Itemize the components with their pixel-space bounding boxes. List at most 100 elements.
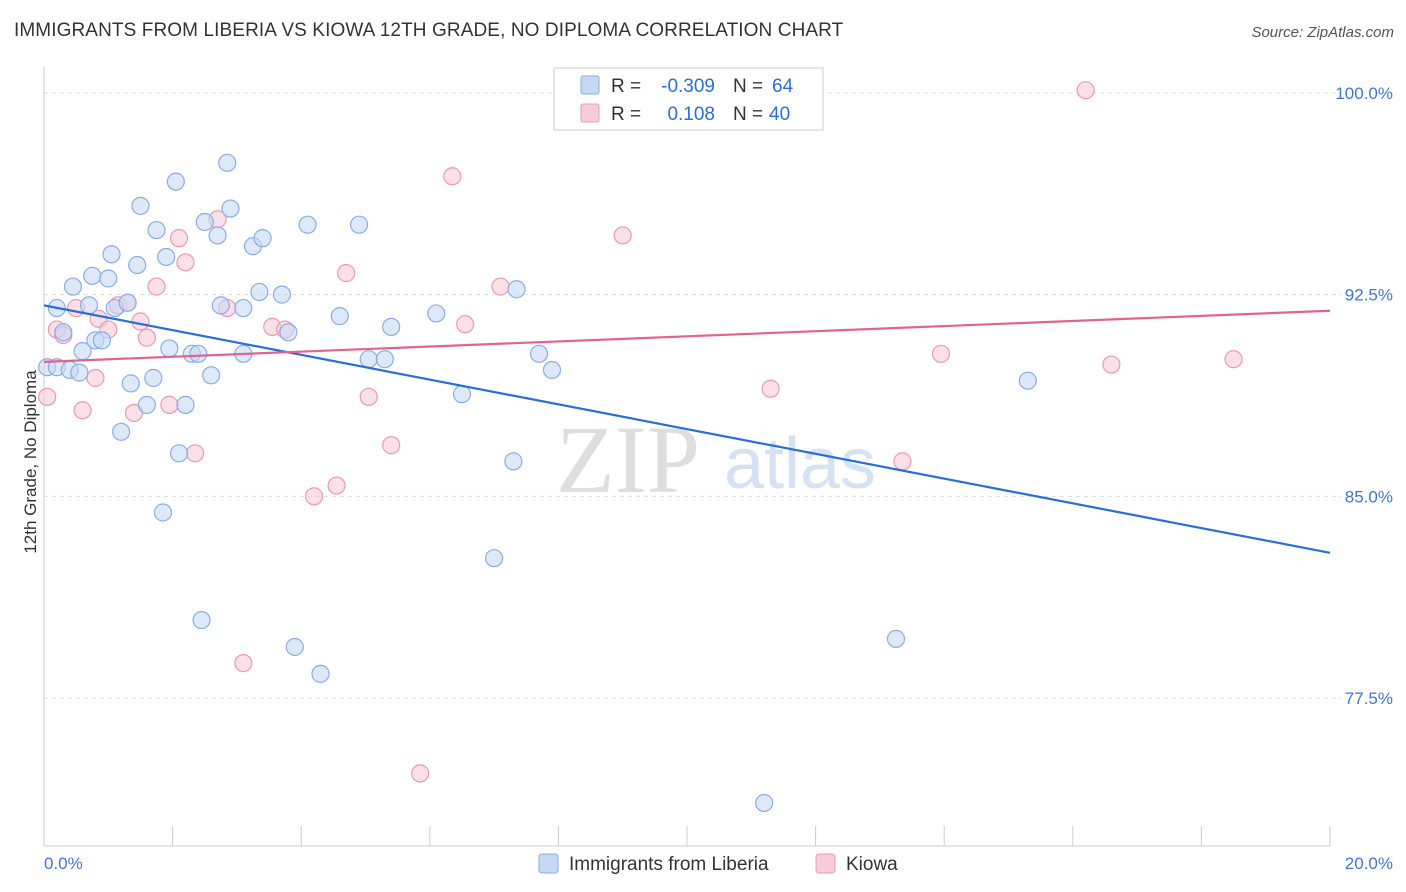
point-kiowa-20 [234, 654, 253, 673]
stats-swatch-blue [580, 75, 600, 95]
point-liberia-28 [176, 395, 195, 414]
point-kiowa-31 [491, 277, 510, 296]
point-liberia-32 [195, 212, 214, 232]
point-kiowa-5 [86, 368, 105, 388]
point-liberia-36 [218, 153, 237, 172]
point-liberia-13 [102, 245, 121, 264]
point-liberia-42 [253, 229, 272, 248]
point-liberia-39 [234, 298, 253, 318]
stats-r-value-2: 0.108 [667, 104, 715, 125]
point-liberia-16 [118, 293, 137, 312]
stats-r-label-2: R = [611, 104, 641, 125]
point-liberia-58 [530, 344, 549, 363]
legend-swatch-liberia [538, 853, 559, 874]
point-kiowa-30 [456, 315, 475, 334]
y-tick-label-0: 77.5% [1345, 689, 1393, 708]
source-label: Source: ZipAtlas.com [1251, 24, 1394, 41]
series-liberia-points [38, 73, 1037, 813]
tick-labels: 77.5% 85.0% 92.5% 100.0% 0.0% 20.0% [44, 84, 1393, 873]
y-tick-label-3: 100.0% [1335, 84, 1393, 103]
point-liberia-59 [542, 360, 562, 380]
point-liberia-18 [128, 255, 147, 275]
x-tick-label-0: 0.0% [44, 854, 83, 873]
legend-swatch-kiowa [815, 853, 836, 874]
point-liberia-19 [131, 196, 150, 215]
point-kiowa-37 [1076, 81, 1095, 100]
point-liberia-27 [169, 444, 189, 463]
point-kiowa-13 [147, 277, 166, 296]
point-liberia-50 [359, 350, 378, 369]
point-kiowa-39 [1224, 350, 1243, 369]
point-liberia-17 [121, 374, 140, 393]
point-liberia-20 [137, 395, 156, 414]
watermark: ZIP atlas [556, 406, 876, 513]
stats-n-value-1: 64 [772, 76, 794, 97]
point-kiowa-29 [443, 167, 462, 186]
point-liberia-25 [160, 339, 179, 358]
legend: Immigrants from Liberia Kiowa [538, 853, 898, 875]
point-liberia-11 [92, 331, 111, 350]
point-liberia-22 [147, 220, 166, 240]
point-liberia-9 [83, 266, 102, 285]
watermark-zip: ZIP [556, 406, 700, 513]
point-liberia-5 [63, 277, 83, 296]
point-liberia-43 [272, 285, 292, 304]
point-liberia-51 [375, 350, 394, 369]
point-liberia-47 [311, 664, 330, 683]
regression-line-liberia [43, 304, 1331, 554]
axes [43, 66, 1331, 847]
point-liberia-12 [99, 269, 118, 288]
point-liberia-56 [504, 452, 523, 471]
point-kiowa-28 [411, 764, 430, 783]
point-kiowa-24 [327, 476, 346, 495]
stats-r-value-1: -0.309 [661, 76, 715, 97]
point-kiowa-26 [359, 387, 378, 406]
point-kiowa-23 [304, 487, 324, 506]
point-liberia-49 [349, 215, 369, 234]
point-kiowa-10 [124, 403, 144, 423]
point-liberia-3 [54, 323, 73, 342]
point-liberia-15 [112, 422, 131, 441]
legend-label-liberia: Immigrants from Liberia [569, 854, 769, 875]
grid-lines [44, 92, 1342, 699]
point-liberia-53 [427, 304, 446, 323]
point-liberia-8 [79, 296, 99, 315]
stats-n-label-2: N = [733, 104, 763, 125]
point-liberia-57 [507, 280, 526, 299]
point-kiowa-34 [761, 379, 780, 398]
point-liberia-63 [1018, 371, 1037, 390]
regression-lines [43, 304, 1331, 554]
point-liberia-21 [144, 368, 163, 388]
point-liberia-62 [886, 629, 906, 648]
stats-r-label-1: R = [611, 76, 641, 97]
point-liberia-48 [330, 307, 349, 326]
point-kiowa-36 [931, 344, 951, 363]
point-kiowa-11 [131, 312, 150, 331]
point-liberia-26 [166, 172, 185, 191]
point-liberia-61 [755, 793, 774, 813]
point-liberia-34 [208, 226, 227, 245]
point-liberia-44 [279, 323, 298, 342]
point-liberia-52 [382, 317, 401, 336]
point-liberia-23 [153, 503, 173, 522]
y-tick-label-1: 85.0% [1345, 487, 1393, 506]
point-liberia-24 [157, 247, 176, 267]
stats-n-value-2: 40 [769, 104, 790, 125]
point-liberia-37 [221, 199, 240, 218]
point-kiowa-12 [137, 328, 156, 347]
x-tick-label-1: 20.0% [1345, 854, 1393, 873]
stats-n-label-1: N = [733, 76, 763, 97]
stats-swatch-pink [580, 103, 600, 123]
watermark-atlas: atlas [724, 424, 876, 504]
point-kiowa-25 [337, 264, 356, 283]
point-liberia-54 [452, 385, 472, 404]
point-liberia-55 [485, 549, 504, 568]
point-kiowa-16 [176, 253, 195, 272]
chart-title: IMMIGRANTS FROM LIBERIA VS KIOWA 12TH GR… [14, 20, 844, 41]
point-liberia-6 [70, 363, 89, 382]
point-liberia-33 [202, 366, 221, 385]
point-kiowa-32 [613, 226, 632, 245]
point-kiowa-38 [1102, 355, 1121, 374]
point-kiowa-17 [186, 444, 205, 463]
